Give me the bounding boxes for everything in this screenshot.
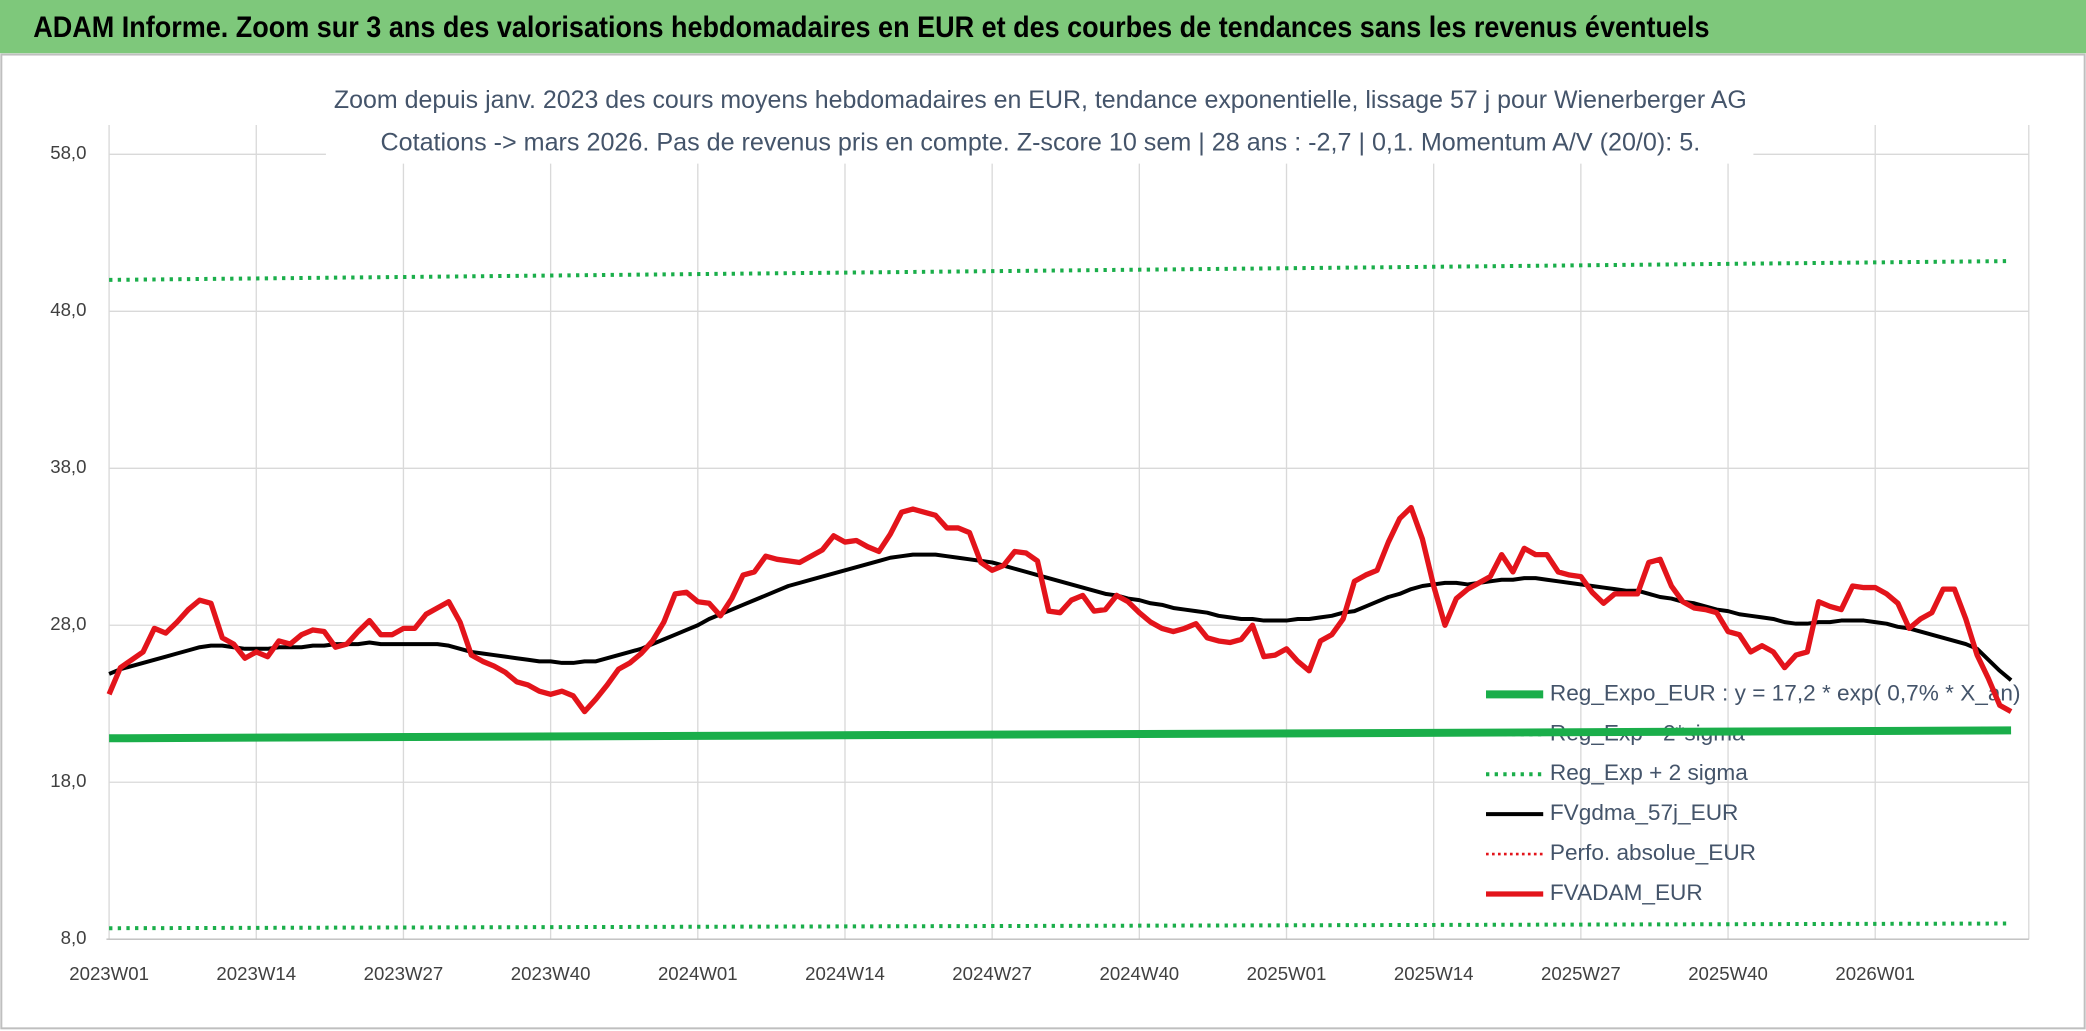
x-tick-label: 2026W01 bbox=[1835, 963, 1915, 984]
x-tick-label: 2023W27 bbox=[364, 963, 444, 984]
grid bbox=[106, 125, 2030, 940]
chart-subtitle: Cotations -> mars 2026. Pas de revenus p… bbox=[380, 128, 1700, 156]
x-tick-label: 2024W01 bbox=[658, 963, 738, 984]
series-line bbox=[108, 552, 2013, 682]
x-tick-label: 2025W27 bbox=[1541, 963, 1621, 984]
x-tick-label: 2023W40 bbox=[511, 963, 591, 984]
series-line bbox=[109, 921, 2012, 931]
legend-label: Perfo. absolue_EUR bbox=[1550, 840, 1756, 865]
series-line bbox=[109, 259, 2012, 282]
y-tick-label: 8,0 bbox=[61, 927, 87, 948]
x-tick-label: 2023W01 bbox=[69, 963, 149, 984]
x-tick-label: 2024W27 bbox=[952, 963, 1032, 984]
y-tick-label: 48,0 bbox=[50, 299, 86, 320]
x-tick-label: 2025W40 bbox=[1688, 963, 1768, 984]
header-bar bbox=[0, 0, 2086, 54]
y-tick-label: 58,0 bbox=[50, 142, 86, 163]
chart-title: Zoom depuis janv. 2023 des cours moyens … bbox=[334, 86, 1747, 114]
chart-frame bbox=[0, 53, 2086, 1030]
x-tick-label: 2023W14 bbox=[216, 963, 296, 984]
y-tick-label: 38,0 bbox=[50, 456, 86, 477]
y-tick-label: 28,0 bbox=[50, 613, 86, 634]
y-tick-label: 18,0 bbox=[50, 770, 86, 791]
legend-label: Reg_Exp + 2 sigma bbox=[1550, 760, 1748, 785]
series-line bbox=[106, 504, 2013, 715]
header-title: ADAM Informe. Zoom sur 3 ans des valoris… bbox=[33, 12, 1709, 44]
x-tick-label: 2025W14 bbox=[1394, 963, 1474, 984]
x-tick-label: 2024W40 bbox=[1099, 963, 1179, 984]
legend-label: FVgdma_57j_EUR bbox=[1550, 800, 1739, 825]
x-tick-label: 2025W01 bbox=[1247, 963, 1327, 984]
legend-label: Reg_Expo_EUR : y = 17,2 * exp( 0,7% * X_… bbox=[1550, 680, 2021, 705]
legend-label: FVADAM_EUR bbox=[1550, 880, 1703, 905]
subtitle-bg bbox=[325, 123, 1754, 164]
x-tick-label: 2024W14 bbox=[805, 963, 885, 984]
series-line bbox=[109, 726, 2012, 743]
